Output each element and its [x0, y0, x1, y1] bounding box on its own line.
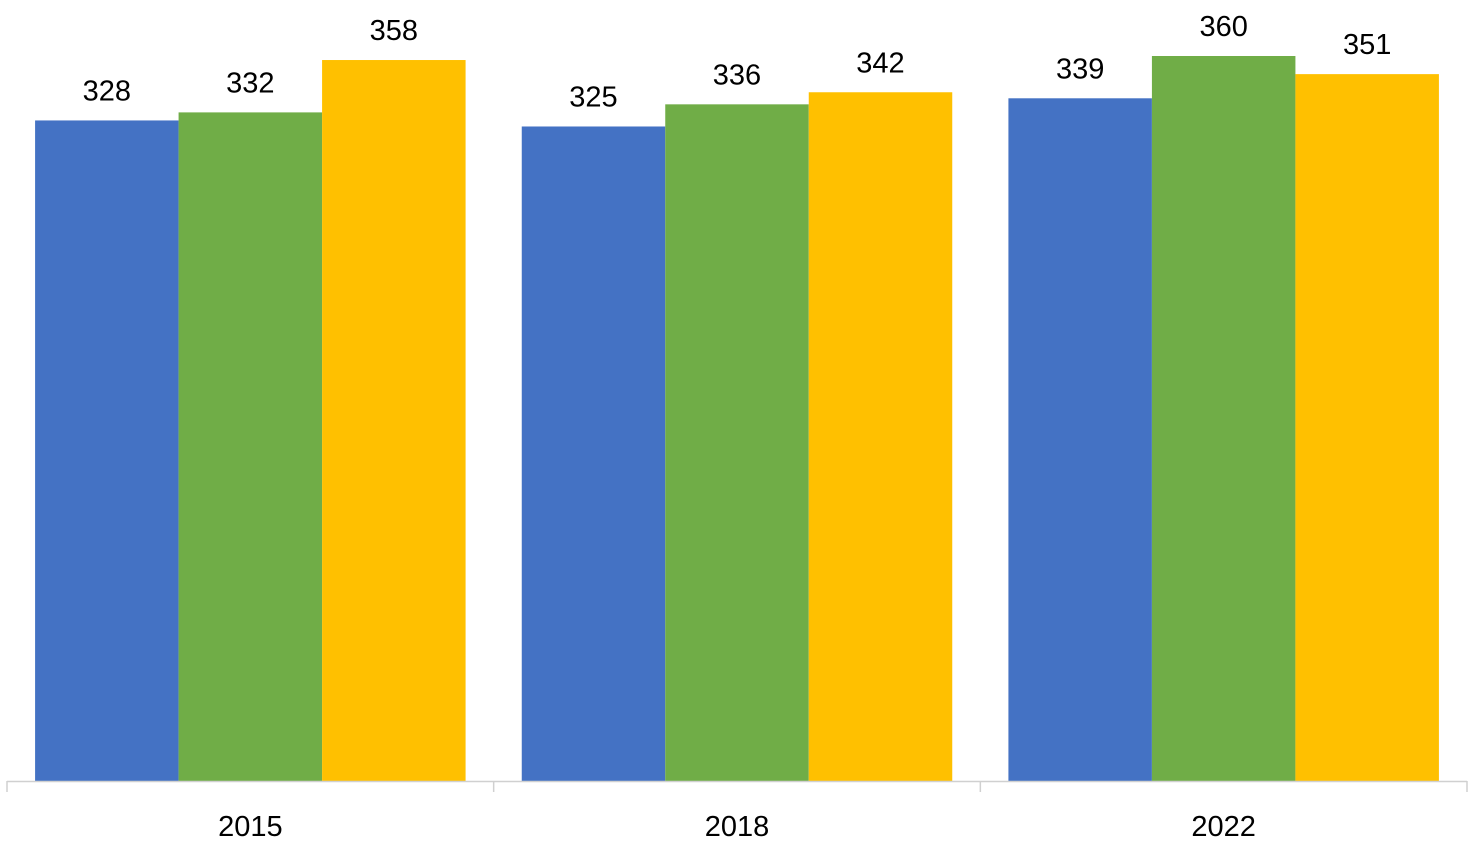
- data-label-2022-series-2: 360: [1199, 11, 1247, 43]
- x-axis: 2015 2018 2022: [7, 781, 1467, 841]
- bar-2022-series-2: [1152, 56, 1296, 781]
- data-label-2015-series-3: 358: [370, 15, 418, 47]
- bar-2018-series-3: [809, 92, 953, 781]
- data-label-2018-series-1: 325: [569, 81, 617, 113]
- bar-2022-series-1: [1008, 98, 1152, 781]
- bar-2022-series-3: [1295, 74, 1439, 781]
- bar-2015-series-2: [179, 112, 322, 781]
- data-label-2018-series-3: 342: [856, 47, 904, 79]
- data-label-2015-series-2: 332: [226, 67, 274, 99]
- bar-2018-series-1: [522, 126, 666, 781]
- data-label-2015-series-1: 328: [83, 75, 131, 107]
- bar-2015-series-3: [322, 60, 466, 781]
- bar-2018-series-2: [665, 104, 809, 781]
- x-tick-label-2022: 2022: [1191, 811, 1256, 841]
- x-tick-label-2018: 2018: [705, 811, 770, 841]
- bar-2015-series-1: [35, 120, 179, 781]
- bars-layer: [35, 56, 1439, 781]
- data-label-2022-series-1: 339: [1056, 53, 1104, 85]
- data-label-2018-series-2: 336: [713, 59, 761, 91]
- x-tick-label-2015: 2015: [218, 811, 283, 841]
- data-label-2022-series-3: 351: [1343, 29, 1391, 61]
